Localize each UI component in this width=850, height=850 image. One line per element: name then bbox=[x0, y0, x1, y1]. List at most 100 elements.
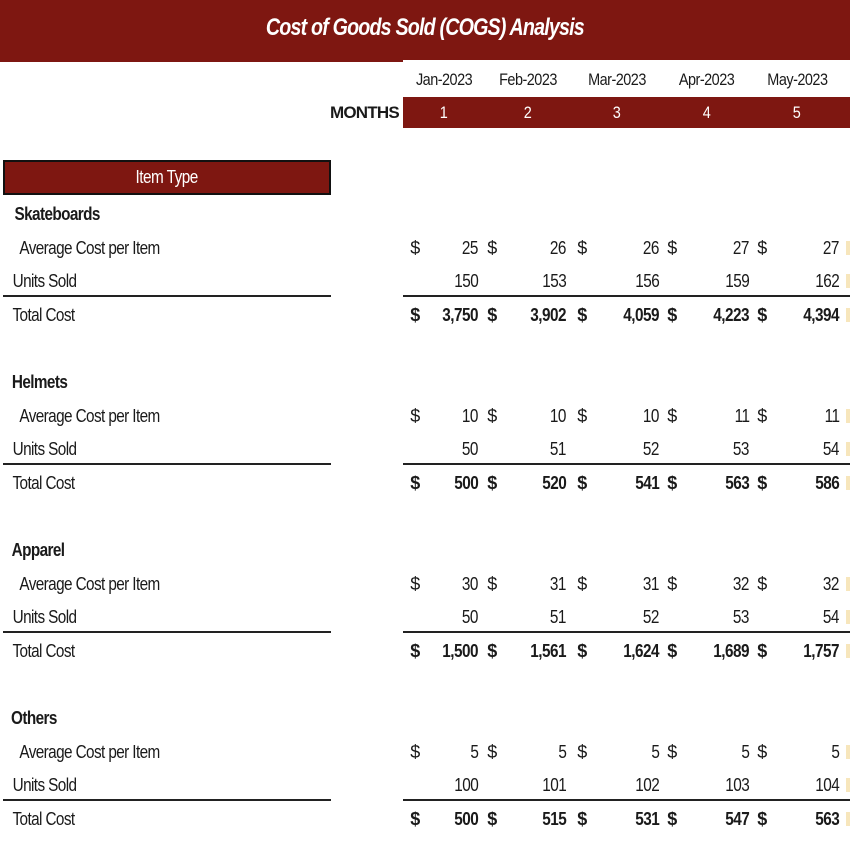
cell-value[interactable]: 100 bbox=[454, 775, 479, 795]
cell-value[interactable]: 54 bbox=[822, 439, 840, 459]
next-column-edge bbox=[846, 408, 850, 423]
cell-value[interactable]: 26 bbox=[642, 237, 660, 258]
subtotal-underline bbox=[403, 631, 850, 633]
cell-value[interactable]: 10 bbox=[461, 405, 479, 426]
cell-value[interactable]: 153 bbox=[542, 271, 567, 291]
currency-symbol: $ bbox=[757, 741, 767, 762]
cell-value[interactable]: 52 bbox=[642, 607, 660, 627]
currency-symbol: $ bbox=[667, 741, 677, 762]
cell-value[interactable]: 5 bbox=[650, 741, 660, 762]
cell-value[interactable]: 53 bbox=[732, 607, 750, 627]
cell-value[interactable]: 32 bbox=[822, 573, 840, 594]
currency-symbol: $ bbox=[487, 808, 497, 829]
next-column-edge bbox=[846, 744, 850, 759]
cell-value[interactable]: 515 bbox=[542, 808, 567, 829]
cell-value[interactable]: 27 bbox=[732, 237, 750, 258]
cell-value[interactable]: 1,500 bbox=[442, 640, 478, 661]
cell-value[interactable]: 11 bbox=[824, 405, 839, 426]
currency-symbol: $ bbox=[757, 808, 767, 829]
cell-value[interactable]: 586 bbox=[815, 472, 840, 493]
cell-value[interactable]: 11 bbox=[734, 405, 749, 426]
cell-value[interactable]: 3,750 bbox=[442, 304, 478, 325]
cell-value[interactable]: 4,059 bbox=[623, 304, 659, 325]
cell-value[interactable]: 3,902 bbox=[530, 304, 566, 325]
cell-value[interactable]: 25 bbox=[461, 237, 479, 258]
cell-value[interactable]: 1,689 bbox=[713, 640, 749, 661]
cell-value[interactable]: 51 bbox=[549, 439, 567, 459]
currency-symbol: $ bbox=[667, 237, 677, 258]
cell-value[interactable]: 1,757 bbox=[803, 640, 839, 661]
cell-value[interactable]: 51 bbox=[549, 607, 567, 627]
row-label: Total Cost bbox=[12, 808, 75, 829]
currency-symbol: $ bbox=[577, 808, 587, 829]
currency-symbol: $ bbox=[757, 304, 767, 325]
cell-value[interactable]: 104 bbox=[815, 775, 840, 795]
cell-value[interactable]: 53 bbox=[732, 439, 750, 459]
avg-cost-row: Average Cost per Item $5 $5 $5 $5 $5 bbox=[0, 737, 850, 767]
section-header: Skateboards bbox=[0, 199, 850, 229]
cell-value[interactable]: 162 bbox=[815, 271, 840, 291]
cell-value[interactable]: 563 bbox=[815, 808, 840, 829]
cell-value[interactable]: 52 bbox=[642, 439, 660, 459]
subtotal-underline bbox=[3, 295, 331, 297]
cell-value[interactable]: 4,223 bbox=[713, 304, 749, 325]
total-cost-row: Total Cost $500 $515 $531 $547 $563 bbox=[0, 804, 850, 834]
cell-value[interactable]: 159 bbox=[725, 271, 750, 291]
subtotal-underline bbox=[3, 799, 331, 801]
cell-value[interactable]: 547 bbox=[725, 808, 750, 829]
currency-symbol: $ bbox=[757, 405, 767, 426]
subtotal-underline bbox=[403, 295, 850, 297]
cell-value[interactable]: 102 bbox=[635, 775, 660, 795]
cell-value[interactable]: 5 bbox=[557, 741, 567, 762]
avg-cost-row: Average Cost per Item $10 $10 $10 $11 $11 bbox=[0, 401, 850, 431]
avg-cost-row: Average Cost per Item $25 $26 $26 $27 $27 bbox=[0, 233, 850, 263]
cell-value[interactable]: 520 bbox=[542, 472, 567, 493]
currency-symbol: $ bbox=[667, 304, 677, 325]
cell-value[interactable]: 54 bbox=[822, 607, 840, 627]
row-label: Units Sold bbox=[12, 607, 77, 627]
cell-value[interactable]: 4,394 bbox=[803, 304, 839, 325]
column-header-date: May-2023 bbox=[766, 70, 828, 89]
cell-value[interactable]: 10 bbox=[642, 405, 660, 426]
currency-symbol: $ bbox=[487, 472, 497, 493]
row-label: Units Sold bbox=[12, 271, 77, 291]
column-header-date: Apr-2023 bbox=[679, 70, 735, 89]
subtotal-underline bbox=[3, 463, 331, 465]
next-column-edge bbox=[846, 475, 850, 490]
cell-value[interactable]: 27 bbox=[822, 237, 840, 258]
cell-value[interactable]: 5 bbox=[740, 741, 750, 762]
cell-value[interactable]: 26 bbox=[549, 237, 567, 258]
currency-symbol: $ bbox=[667, 573, 677, 594]
row-label: Average Cost per Item bbox=[19, 237, 160, 258]
cell-value[interactable]: 150 bbox=[454, 271, 479, 291]
cell-value[interactable]: 156 bbox=[635, 271, 660, 291]
cell-value[interactable]: 5 bbox=[830, 741, 840, 762]
cell-value[interactable]: 10 bbox=[549, 405, 567, 426]
cell-value[interactable]: 500 bbox=[454, 808, 479, 829]
month-number: 3 bbox=[612, 103, 622, 122]
cell-value[interactable]: 5 bbox=[469, 741, 479, 762]
cell-value[interactable]: 1,624 bbox=[623, 640, 659, 661]
cell-value[interactable]: 103 bbox=[725, 775, 750, 795]
currency-symbol: $ bbox=[410, 405, 420, 426]
currency-symbol: $ bbox=[487, 405, 497, 426]
cell-value[interactable]: 50 bbox=[461, 439, 479, 459]
cell-value[interactable]: 30 bbox=[461, 573, 479, 594]
months-caption: MONTHS bbox=[330, 103, 400, 122]
month-number: 4 bbox=[702, 103, 712, 122]
section-header: Helmets bbox=[0, 367, 850, 397]
subtotal-underline bbox=[3, 631, 331, 633]
cell-value[interactable]: 101 bbox=[542, 775, 567, 795]
currency-symbol: $ bbox=[667, 640, 677, 661]
cell-value[interactable]: 1,561 bbox=[530, 640, 566, 661]
cell-value[interactable]: 563 bbox=[725, 472, 750, 493]
cell-value[interactable]: 50 bbox=[461, 607, 479, 627]
cell-value[interactable]: 31 bbox=[549, 573, 567, 594]
cell-value[interactable]: 531 bbox=[635, 808, 660, 829]
cell-value[interactable]: 541 bbox=[635, 472, 660, 493]
total-cost-row: Total Cost $1,500 $1,561 $1,624 $1,689 $1,757 bbox=[0, 636, 850, 666]
cell-value[interactable]: 500 bbox=[454, 472, 479, 493]
cell-value[interactable]: 32 bbox=[732, 573, 750, 594]
section-name: Skateboards bbox=[14, 204, 101, 224]
cell-value[interactable]: 31 bbox=[642, 573, 660, 594]
